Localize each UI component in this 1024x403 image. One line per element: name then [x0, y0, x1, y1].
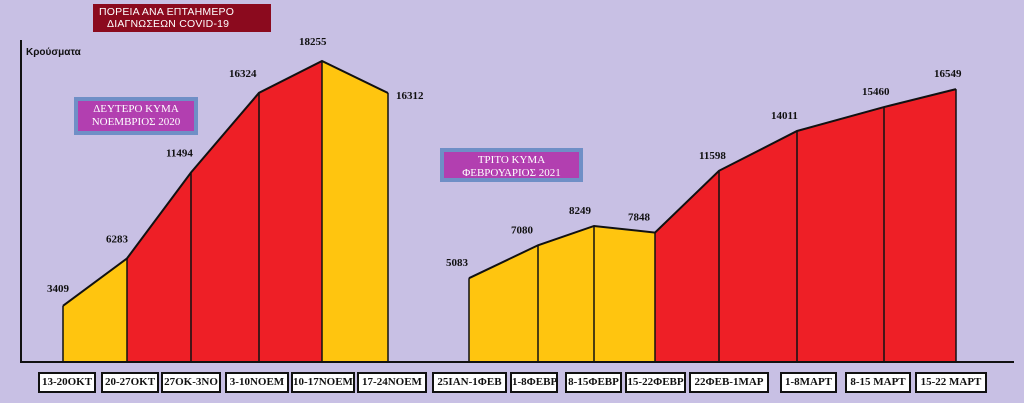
- area-band-2-4: [655, 170, 719, 362]
- value-label: 7080: [511, 224, 534, 236]
- area-band-2-1: [469, 245, 538, 362]
- area-bands: [63, 61, 956, 363]
- area-band-2-2: [538, 225, 594, 362]
- category-label: 27ΟΚ-3ΝΟ: [161, 372, 221, 393]
- series-line-1: [62, 59, 389, 307]
- category-label: 17-24ΝΟΕΜ: [357, 372, 427, 393]
- wave3-label-box: ΤΡΙΤΟ ΚΥΜΑ ΦΕΒΡΟΥΑΡΙΟΣ 2021: [440, 148, 583, 182]
- y-axis-label: Κρούσματα: [26, 47, 81, 58]
- category-label: 8-15 ΜΑΡΤ: [845, 372, 911, 393]
- value-label: 16549: [934, 68, 962, 80]
- value-label: 3409: [47, 283, 70, 295]
- area-band-1-4: [259, 61, 322, 362]
- value-label: 18255: [299, 36, 327, 48]
- value-label: 7848: [628, 212, 651, 224]
- area-band-1-3: [191, 92, 259, 363]
- band-dividers: [62, 61, 957, 362]
- category-label: 22ΦΕΒ-1ΜΑΡ: [689, 372, 769, 393]
- wave3-label-line-1: ΤΡΙΤΟ ΚΥΜΑ: [477, 154, 546, 166]
- category-label: 13-20ΟΚΤ: [38, 372, 96, 393]
- value-label: 6283: [106, 233, 129, 245]
- category-label: 1-8ΦΕΒΡ: [510, 372, 558, 393]
- wave2-label-box: ΔΕΥΤΕΡΟ ΚΥΜΑ ΝΟΕΜΒΡΙΟΣ 2020: [74, 97, 198, 135]
- series-lines: [62, 59, 957, 307]
- value-label: 8249: [569, 205, 592, 217]
- category-label: 10-17ΝΟΕΜ: [291, 372, 355, 393]
- category-label: 15-22 ΜΑΡΤ: [915, 372, 987, 393]
- area-band-2-5: [719, 130, 797, 362]
- value-label: 11494: [166, 147, 193, 159]
- area-band-1-2: [127, 172, 191, 362]
- area-band-1-1: [63, 258, 127, 362]
- category-label: 25ΙΑΝ-1ΦΕΒ: [432, 372, 507, 393]
- chart-title-box: ΠΟΡΕΙΑ ΑΝΑ ΕΠΤΑΗΜΕΡΟ ΔΙΑΓΝΩΣΕΩΝ COVID-19: [93, 4, 271, 32]
- area-band-2-3: [594, 225, 655, 362]
- value-labels: 3409 6283 11494 16324 18255 16312 5083 7080 8249…: [47, 36, 962, 295]
- wave3-label-line-2: ΦΕΒΡΟΥΑΡΙΟΣ 2021: [462, 167, 561, 179]
- category-label: 15-22ΦΕΒΡ: [625, 372, 686, 393]
- series-line-2: [468, 88, 957, 280]
- wave2-label-line-2: ΝΟΕΜΒΡΙΟΣ 2020: [91, 116, 181, 128]
- category-label: 20-27ΟΚΤ: [101, 372, 159, 393]
- value-label: 5083: [446, 257, 469, 269]
- chart-title-line-1: ΠΟΡΕΙΑ ΑΝΑ ΕΠΤΑΗΜΕΡΟ: [99, 6, 235, 18]
- value-label: 16312: [396, 90, 424, 102]
- value-label: 16324: [229, 68, 257, 80]
- category-label: 8-15ΦΕΒΡ: [565, 372, 622, 393]
- value-label: 15460: [862, 86, 890, 98]
- area-band-2-6: [797, 107, 884, 363]
- value-label: 14011: [771, 110, 798, 122]
- area-band-1-5: [322, 61, 388, 362]
- category-label: 1-8ΜΑΡΤ: [780, 372, 837, 393]
- area-band-2-7: [884, 89, 956, 362]
- axes: [20, 40, 1014, 363]
- chart-title-line-2: ΔΙΑΓΝΩΣΕΩΝ COVID-19: [107, 18, 230, 30]
- category-label: 3-10ΝΟΕΜ: [225, 372, 289, 393]
- wave2-label-line-1: ΔΕΥΤΕΡΟ ΚΥΜΑ: [93, 103, 179, 115]
- value-label: 11598: [699, 150, 726, 162]
